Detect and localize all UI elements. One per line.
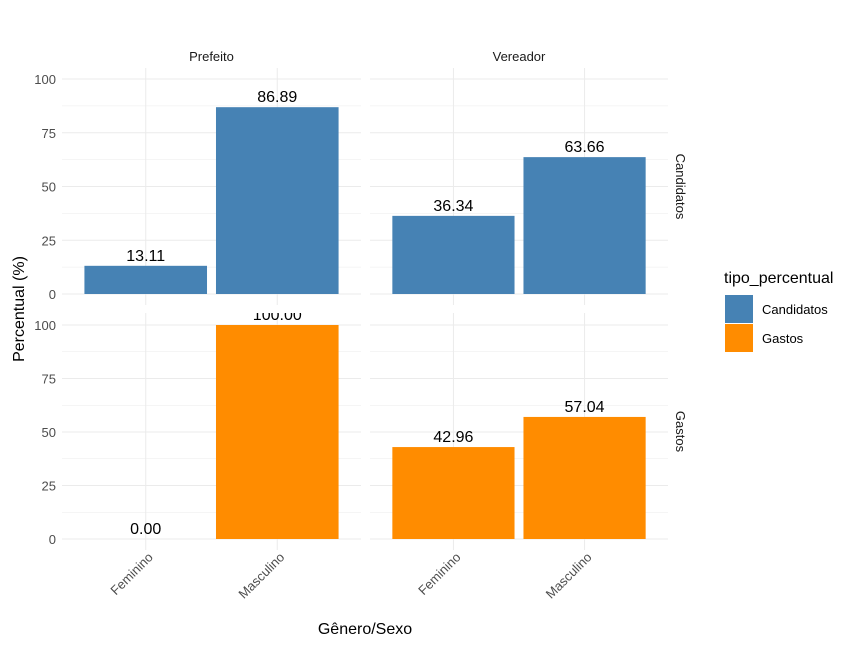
y-tick-label: 0 bbox=[49, 532, 56, 547]
bar-masculino bbox=[523, 157, 646, 294]
x-tick-label: Masculino bbox=[235, 550, 287, 602]
y-tick-label: 75 bbox=[42, 372, 56, 387]
bar-feminino bbox=[84, 265, 208, 294]
panel-prefeito-gastos: 0.00 100.00 bbox=[62, 307, 361, 550]
legend: tipo_percentual Candidatos Gastos bbox=[724, 270, 833, 352]
panel-vereador-candidatos: 36.34 63.66 bbox=[370, 68, 668, 305]
bar-masculino bbox=[215, 107, 339, 295]
facet-strip-gastos: Gastos bbox=[673, 411, 688, 453]
y-tick-label: 25 bbox=[42, 233, 56, 248]
y-tick-label: 100 bbox=[34, 72, 56, 87]
facet-strip-prefeito: Prefeito bbox=[189, 49, 234, 64]
data-label: 100.00 bbox=[253, 307, 302, 324]
y-tick-label: 25 bbox=[42, 479, 56, 494]
y-tick-label: 50 bbox=[42, 180, 56, 195]
data-label: 0.00 bbox=[130, 521, 161, 538]
y-tick-label: 50 bbox=[42, 425, 56, 440]
y-tick-label: 100 bbox=[34, 318, 56, 333]
legend-key-candidatos bbox=[725, 295, 753, 323]
data-label: 57.04 bbox=[565, 399, 605, 416]
legend-title: tipo_percentual bbox=[724, 270, 833, 287]
bar-feminino bbox=[392, 447, 515, 539]
bar-masculino bbox=[215, 325, 339, 539]
panel-vereador-gastos: 42.96 57.04 bbox=[370, 313, 668, 550]
y-tick-label: 75 bbox=[42, 126, 56, 141]
x-axis-title: Gênero/Sexo bbox=[318, 621, 412, 638]
y-axis-title: Percentual (%) bbox=[11, 256, 28, 362]
panel-prefeito-candidatos: 13.11 86.89 bbox=[62, 68, 361, 305]
data-label: 13.11 bbox=[126, 248, 165, 265]
data-label: 86.89 bbox=[257, 89, 297, 106]
x-tick-label: Feminino bbox=[415, 550, 463, 598]
legend-key-gastos bbox=[725, 324, 753, 352]
legend-label: Candidatos bbox=[762, 302, 828, 317]
bar-masculino bbox=[523, 416, 646, 539]
facet-strip-vereador: Vereador bbox=[493, 49, 546, 64]
facet-strip-candidatos: Candidatos bbox=[673, 154, 688, 220]
bar-feminino bbox=[392, 215, 515, 294]
data-label: 36.34 bbox=[433, 198, 473, 215]
data-label: 63.66 bbox=[565, 139, 605, 156]
x-tick-label: Feminino bbox=[107, 550, 155, 598]
data-label: 42.96 bbox=[433, 429, 473, 446]
legend-label: Gastos bbox=[762, 331, 804, 346]
x-tick-label: Masculino bbox=[543, 550, 595, 602]
y-tick-label: 0 bbox=[49, 287, 56, 302]
